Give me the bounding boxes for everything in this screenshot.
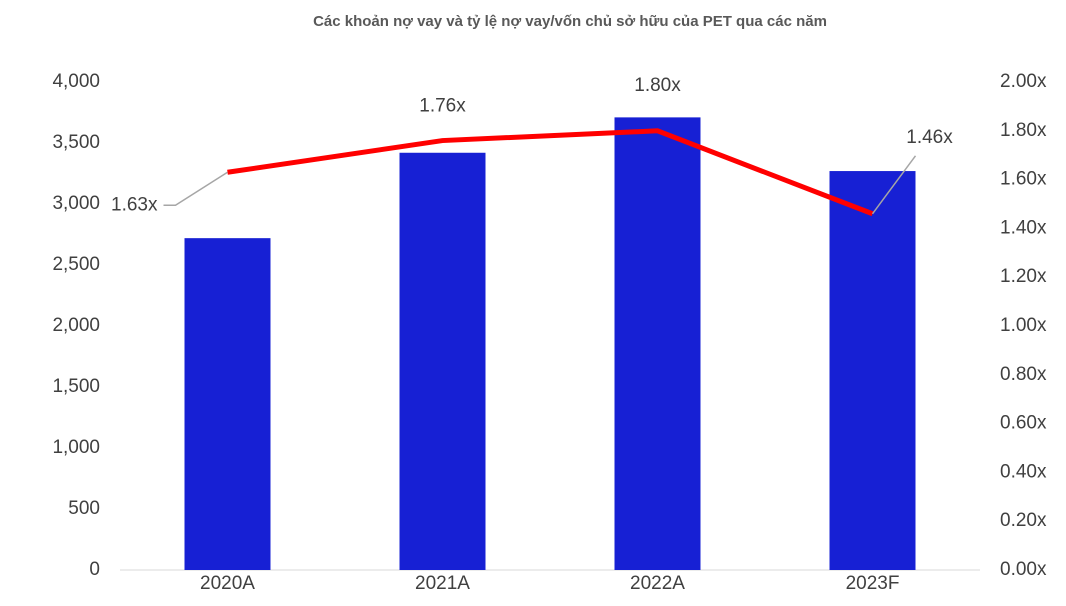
bar: [184, 238, 271, 570]
y-tick-label: 1,500: [52, 376, 100, 397]
y-tick-label: 2,000: [52, 315, 100, 336]
y-tick-label: 3,500: [52, 132, 100, 153]
data-label: 1.76x: [419, 96, 466, 117]
chart-title: Các khoản nợ vay và tỷ lệ nợ vay/vốn chủ…: [313, 13, 827, 30]
x-tick-label: 2023F: [846, 573, 900, 594]
leader-line: [163, 171, 228, 207]
x-tick-label: 2020A: [200, 573, 255, 594]
y-tick-label: 500: [68, 498, 100, 519]
data-label: 1.46x: [906, 127, 953, 148]
y2-tick-label: 0.00x: [1000, 559, 1047, 580]
y2-tick-label: 2.00x: [1000, 71, 1047, 92]
y-tick-label: 0: [89, 559, 100, 580]
y2-tick-label: 0.80x: [1000, 364, 1047, 385]
y-tick-label: 2,500: [52, 254, 100, 275]
y2-tick-label: 1.60x: [1000, 169, 1047, 190]
y2-tick-label: 1.80x: [1000, 120, 1047, 141]
x-tick-label: 2021A: [415, 573, 470, 594]
y-tick-label: 3,000: [52, 193, 100, 214]
y2-tick-label: 0.60x: [1000, 413, 1047, 434]
leader-line: [871, 155, 917, 215]
y-tick-label: 4,000: [52, 71, 100, 92]
y2-tick-label: 0.40x: [1000, 461, 1047, 482]
y2-tick-label: 1.40x: [1000, 217, 1047, 238]
bar: [829, 171, 916, 570]
y2-tick-label: 1.00x: [1000, 315, 1047, 336]
y2-tick-label: 1.20x: [1000, 266, 1047, 287]
bar: [614, 117, 701, 570]
data-label: 1.80x: [634, 75, 681, 96]
line: [227, 128, 874, 217]
bar: [399, 152, 486, 570]
x-tick-label: 2022A: [630, 573, 685, 594]
y-tick-label: 1,000: [52, 437, 100, 458]
y2-tick-label: 0.20x: [1000, 510, 1047, 531]
data-label: 1.63x: [111, 194, 158, 215]
